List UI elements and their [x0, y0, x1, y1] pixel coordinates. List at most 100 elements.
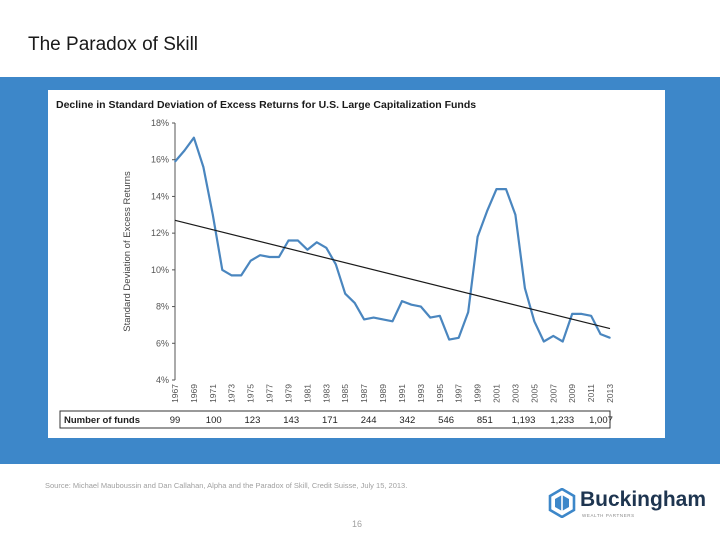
chart-title: Decline in Standard Deviation of Excess … [56, 99, 476, 111]
series-point [476, 236, 479, 238]
series-point [230, 274, 233, 277]
series-point [363, 318, 365, 321]
funds-table-box [59, 410, 611, 429]
series-point [552, 335, 555, 337]
series-point [202, 166, 205, 168]
logo-tagline: WEALTH PARTNERS [582, 513, 635, 518]
logo-wordmark: Buckingham [580, 488, 707, 511]
series-point [297, 239, 299, 242]
x-tick-label: 2009 [567, 384, 577, 403]
series-point [212, 213, 214, 216]
series-point [287, 239, 290, 242]
x-tick-label: 1967 [170, 384, 180, 403]
series-line [174, 136, 611, 343]
x-tick-label: 2005 [529, 384, 539, 403]
x-tick-label: 2007 [548, 384, 558, 403]
series-point [420, 305, 422, 308]
funds-count: 99 [170, 415, 181, 426]
buckingham-logo: Buckingham WEALTH PARTNERS [548, 486, 708, 522]
series-point [533, 320, 536, 323]
series-point [401, 300, 403, 302]
series-point [599, 333, 602, 335]
series-point [268, 256, 271, 258]
x-tick-label: 1969 [189, 384, 199, 403]
series-point [249, 259, 252, 262]
x-tick-label: 1975 [246, 384, 256, 403]
source-note: Source: Michael Mauboussin and Dan Calla… [45, 481, 408, 490]
trend-line [174, 219, 611, 330]
series-point [193, 136, 195, 139]
x-tick-label: 1973 [227, 384, 237, 403]
funds-count: 1,233 [550, 415, 574, 426]
x-tick-label: 1989 [378, 384, 388, 403]
x-tick-label: 1977 [265, 384, 275, 403]
funds-count: 851 [477, 415, 493, 426]
series-point [609, 336, 611, 339]
series-point [306, 248, 309, 251]
funds-count: 171 [322, 415, 338, 426]
y-axis-title: Standard Deviation of Excess Returns [122, 171, 133, 332]
series-point [344, 292, 347, 295]
series-point [561, 340, 564, 343]
x-tick-label: 2003 [510, 384, 520, 403]
series-point [524, 287, 526, 290]
funds-table-label: Number of funds [64, 415, 140, 426]
series-point [382, 318, 384, 321]
series-point [448, 338, 451, 341]
funds-count: 143 [283, 415, 299, 426]
series-point [316, 241, 318, 244]
x-tick-label: 1981 [302, 384, 312, 403]
page-number: 16 [352, 519, 363, 529]
y-tick-label: 4% [156, 375, 169, 385]
slide-title: The Paradox of Skill [28, 34, 199, 55]
x-tick-label: 2011 [586, 384, 596, 403]
series-point [505, 188, 507, 190]
x-tick-label: 1979 [283, 384, 293, 403]
series-point [590, 314, 592, 317]
series-point [353, 302, 356, 304]
series-point [240, 274, 242, 277]
series-point [391, 320, 394, 323]
series-point [174, 160, 176, 163]
x-tick-label: 1991 [397, 384, 407, 403]
y-tick-label: 6% [156, 338, 169, 348]
series-point [278, 256, 280, 258]
y-tick-label: 14% [151, 191, 169, 201]
funds-count: 1,007 [589, 415, 613, 426]
series-point [543, 340, 545, 343]
x-tick-label: 1999 [473, 384, 483, 403]
funds-count: 244 [361, 415, 377, 426]
x-tick-label: 2013 [605, 384, 615, 403]
series-point [325, 247, 328, 249]
funds-count: 123 [245, 415, 261, 426]
series-point [429, 316, 432, 319]
series-point [514, 213, 517, 216]
funds-count: 1,193 [512, 415, 536, 426]
series-point [259, 254, 261, 256]
series-point [467, 311, 469, 313]
y-tick-label: 8% [156, 302, 169, 312]
series-point [457, 336, 460, 339]
x-tick-label: 1995 [435, 384, 445, 403]
x-tick-label: 1987 [359, 384, 369, 403]
series-point [221, 269, 224, 271]
y-tick-label: 18% [151, 118, 169, 128]
x-tick-label: 1993 [416, 384, 426, 403]
series-point [486, 210, 488, 212]
y-tick-label: 10% [151, 265, 169, 275]
y-tick-label: 16% [151, 155, 169, 165]
series-point [334, 263, 337, 266]
funds-count: 342 [399, 415, 415, 426]
funds-count: 100 [206, 415, 222, 426]
series-point [372, 316, 375, 319]
x-tick-label: 1971 [208, 384, 218, 403]
excess-returns-chart: Decline in Standard Deviation of Excess … [56, 99, 615, 429]
x-tick-label: 1997 [454, 384, 464, 403]
y-tick-label: 12% [151, 228, 169, 238]
x-tick-label: 1985 [340, 384, 350, 403]
x-tick-label: 2001 [492, 384, 502, 403]
series-point [571, 313, 573, 315]
series-point [495, 188, 498, 190]
series-point [580, 313, 583, 315]
hexagon-logo-icon [548, 488, 576, 518]
